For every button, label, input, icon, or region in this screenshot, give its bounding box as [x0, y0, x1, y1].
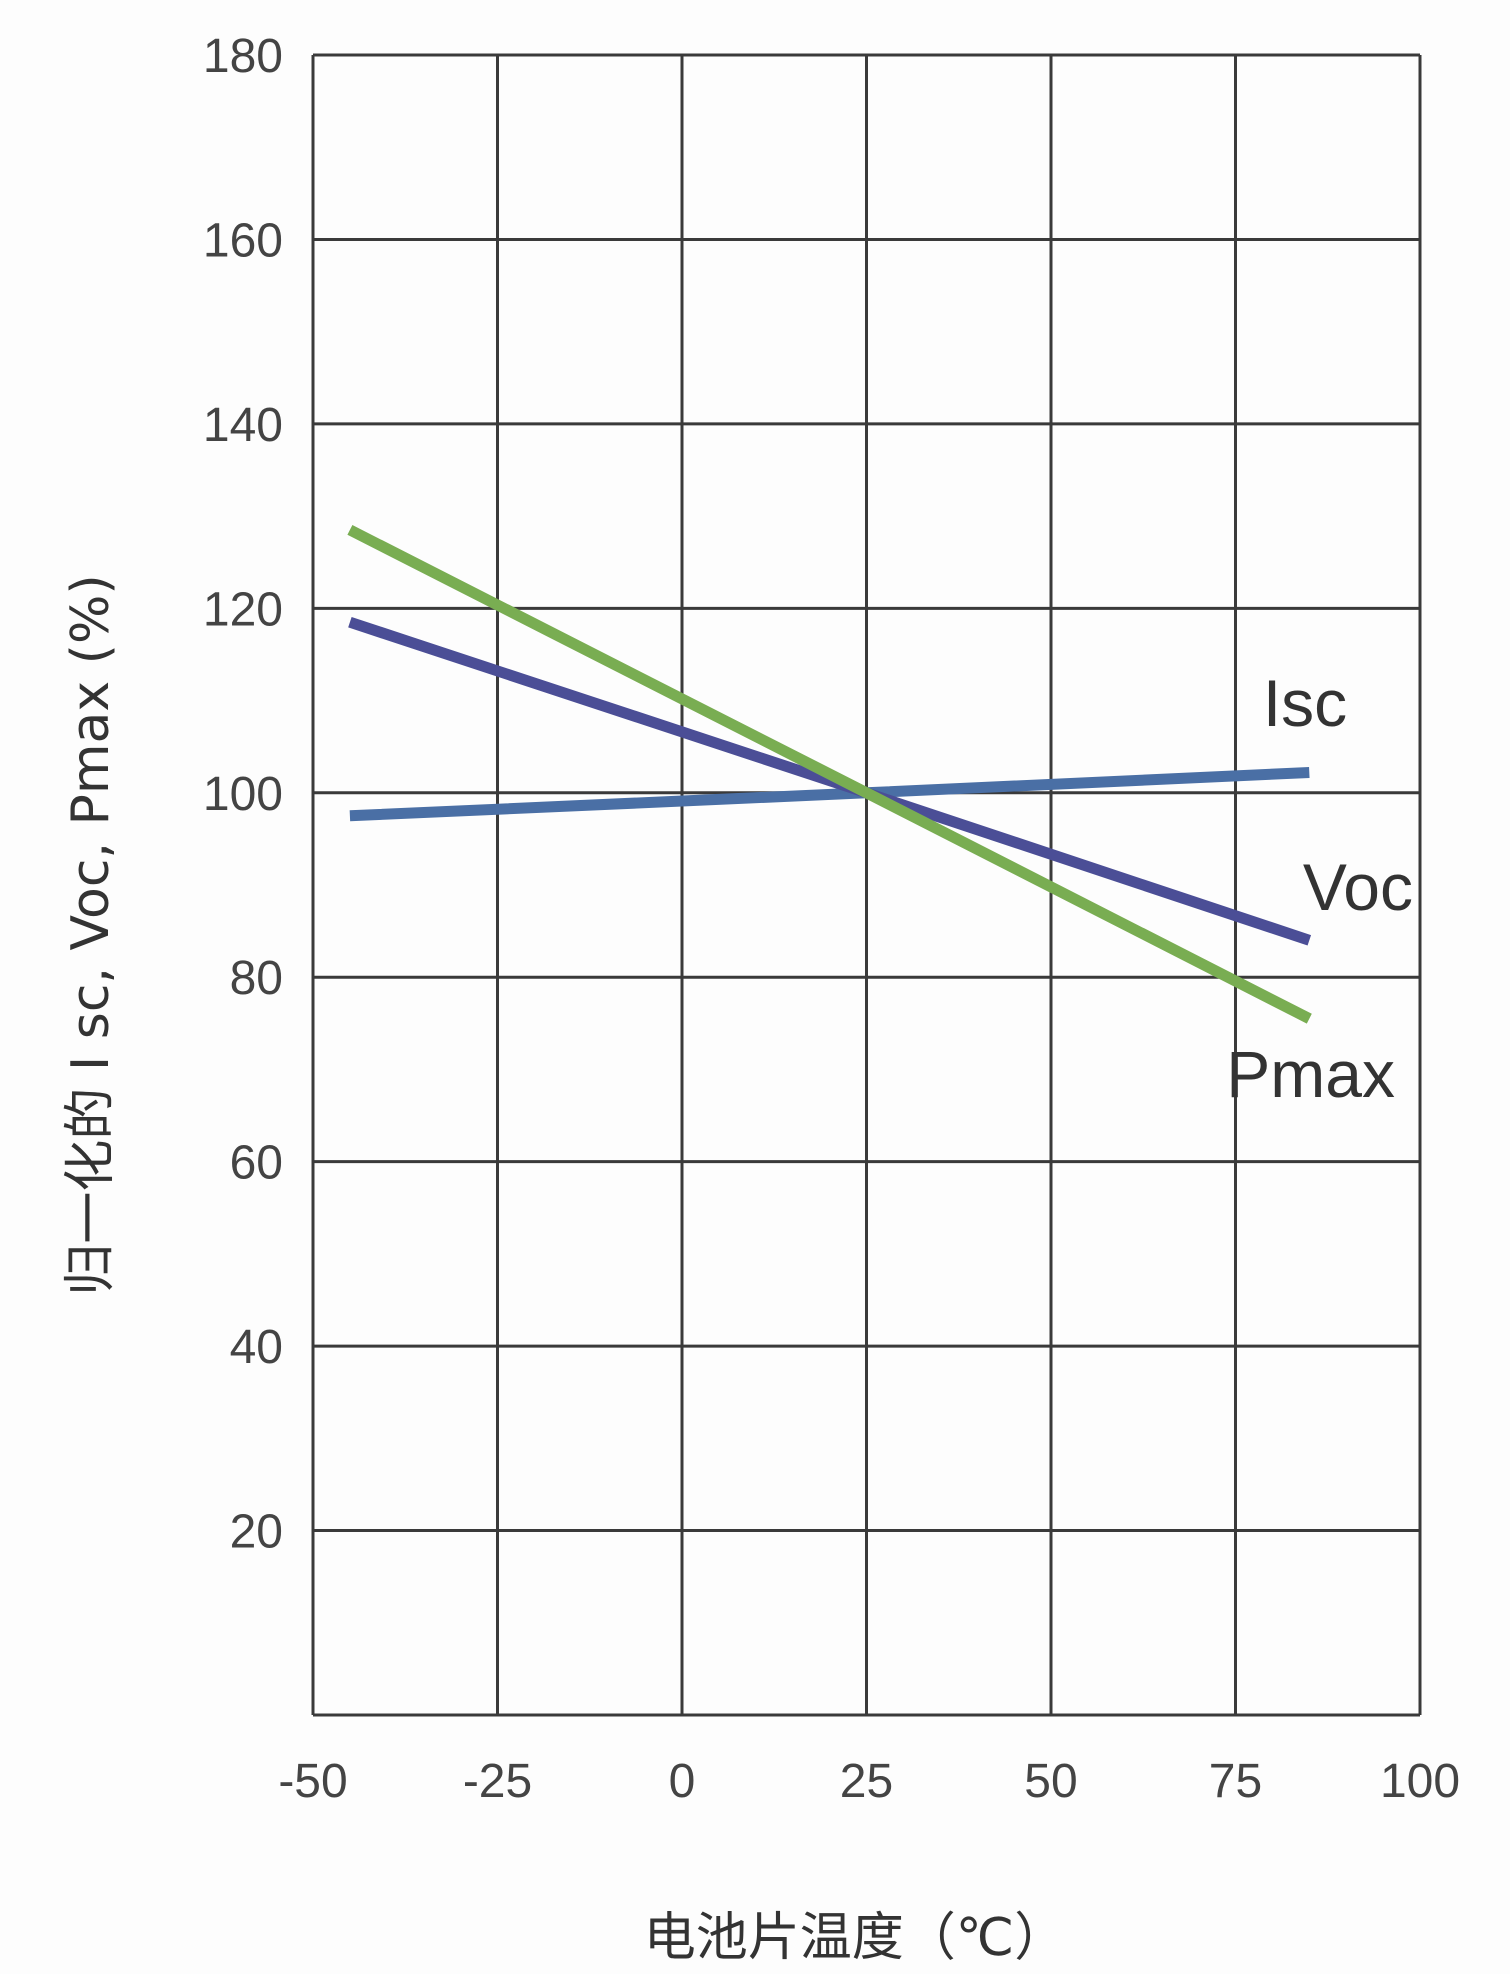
- y-tick-label: 140: [203, 399, 283, 452]
- series-label-pmax: Pmax: [1226, 1037, 1395, 1111]
- y-tick-label: 100: [203, 768, 283, 821]
- y-tick-label: 120: [203, 583, 283, 636]
- x-tick-label: 75: [1209, 1755, 1262, 1808]
- y-tick-label: 40: [230, 1321, 283, 1374]
- y-tick-label: 20: [230, 1506, 283, 1559]
- grid: [311, 53, 1422, 1717]
- x-tick-label: -50: [278, 1755, 347, 1808]
- x-tick-labels: -50 -25 0 25 50 75 100: [278, 1755, 1460, 1808]
- x-axis-title: 电池片温度（℃）: [644, 1908, 1066, 1968]
- y-tick-label: 160: [203, 214, 283, 267]
- y-tick-label: 80: [230, 952, 283, 1005]
- series-labels: Isc Voc Pmax: [1226, 666, 1413, 1111]
- y-axis-title: 归一化的 I sc, Voc, Pmax (%): [61, 574, 121, 1295]
- series-label-isc: Isc: [1263, 666, 1347, 740]
- y-tick-label: 60: [230, 1137, 283, 1190]
- x-tick-label: 25: [840, 1755, 893, 1808]
- series-lines: [347, 524, 1312, 1024]
- y-tick-labels: 20 40 60 80 100 120 140 160 180: [203, 30, 283, 1559]
- series-label-voc: Voc: [1303, 850, 1413, 924]
- x-tick-label: 50: [1024, 1755, 1077, 1808]
- x-tick-label: -25: [463, 1755, 532, 1808]
- x-tick-label: 100: [1380, 1755, 1460, 1808]
- y-tick-label: 180: [203, 30, 283, 83]
- series-line-pmax: [347, 524, 1312, 1024]
- x-tick-label: 0: [669, 1755, 696, 1808]
